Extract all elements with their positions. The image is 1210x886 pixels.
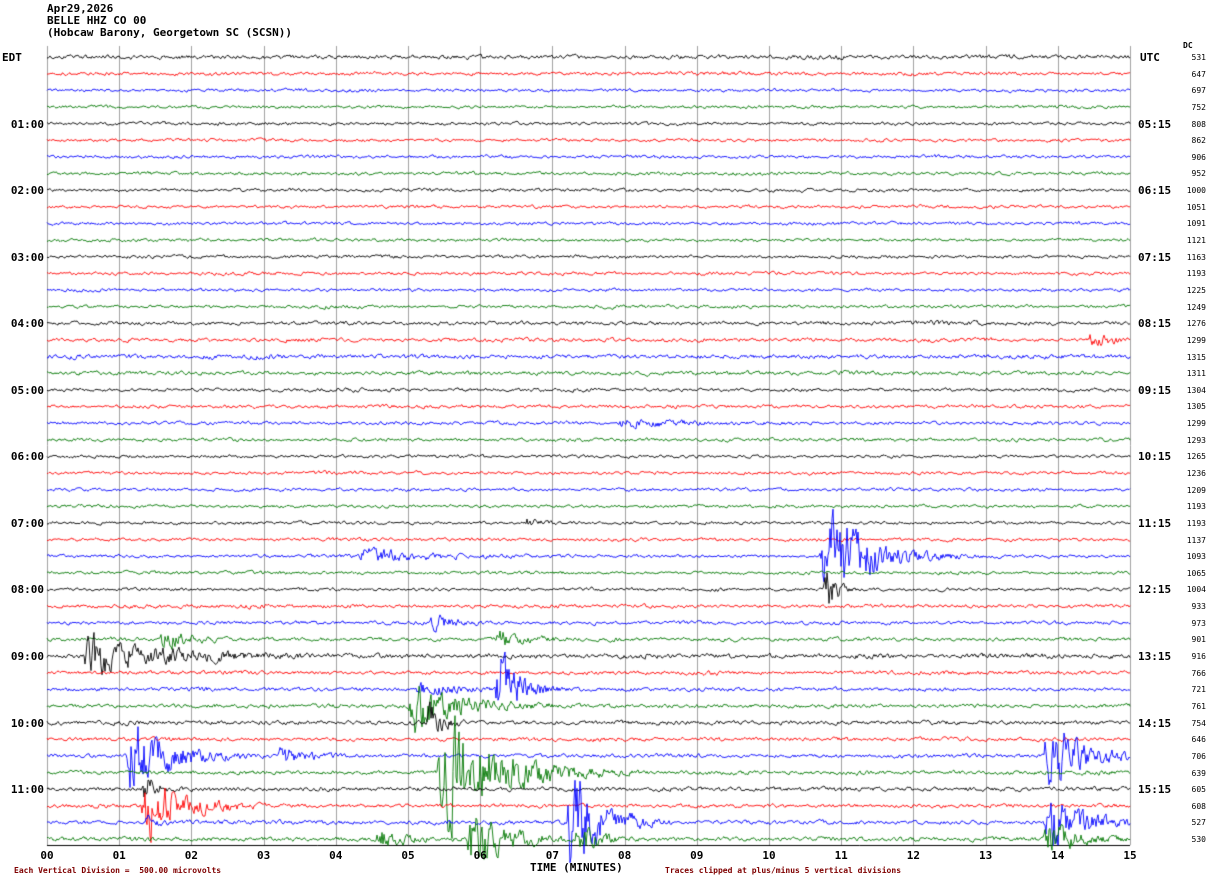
dc-value: 1193 — [1186, 518, 1206, 528]
dc-value: 530 — [1191, 835, 1206, 845]
dc-value: 1311 — [1186, 369, 1206, 379]
utc-time-label: 15:15 — [1138, 783, 1172, 797]
minute-tick-label: 12 — [906, 849, 921, 862]
dc-value: 1193 — [1186, 502, 1206, 512]
minute-tick-label: 06 — [473, 849, 487, 862]
dc-value: 639 — [1191, 768, 1206, 778]
utc-time-label: 08:15 — [1138, 317, 1172, 331]
title-location: (Hobcaw Barony, Georgetown SC (SCSN)) — [47, 26, 293, 39]
utc-time-label: 13:15 — [1138, 650, 1172, 664]
dc-value: 1093 — [1186, 552, 1206, 562]
dc-value: 1236 — [1186, 469, 1206, 478]
hour-label: 06:00 — [10, 450, 44, 464]
minute-tick-label: 11 — [834, 849, 848, 862]
hour-label: 09:00 — [10, 650, 44, 664]
dc-value: 1304 — [1186, 385, 1206, 395]
scale-note: Each Vertical Division = 500.00 microvol… — [14, 866, 222, 875]
dc-value: 933 — [1191, 602, 1206, 612]
hour-label: 07:00 — [10, 516, 44, 530]
hour-label: 05:00 — [10, 383, 44, 397]
minute-tick-label: 14 — [1051, 849, 1065, 862]
minute-tick-label: 05 — [401, 849, 415, 862]
hour-label: 10:00 — [10, 716, 44, 730]
minute-tick-label: 04 — [329, 849, 343, 862]
x-axis-title: TIME (MINUTES) — [530, 861, 623, 874]
dc-value: 531 — [1191, 53, 1206, 62]
dc-value: 952 — [1191, 169, 1206, 179]
dc-value: 1299 — [1186, 335, 1206, 345]
title-station: BELLE HHZ CO 00 — [47, 14, 147, 27]
dc-value: 1249 — [1186, 302, 1206, 312]
dc-value: 1091 — [1186, 219, 1206, 229]
minute-tick-label: 15 — [1123, 849, 1137, 862]
dc-value: 647 — [1191, 69, 1206, 79]
dc-value: 1225 — [1186, 285, 1206, 295]
minute-tick-label: 07 — [545, 849, 560, 862]
utc-time-label: 12:15 — [1138, 583, 1172, 597]
hour-label: 03:00 — [10, 250, 44, 264]
dc-value: 721 — [1191, 685, 1206, 695]
dc-value: 1137 — [1186, 535, 1206, 545]
utc-time-label: 14:15 — [1138, 716, 1172, 730]
hour-label: 08:00 — [10, 583, 44, 597]
dc-value: 608 — [1191, 801, 1206, 811]
utc-time-label: 07:15 — [1138, 250, 1172, 264]
dc-value: 766 — [1191, 668, 1206, 678]
minute-tick-label: 02 — [184, 849, 199, 862]
dc-value: 1299 — [1186, 419, 1206, 429]
clip-note: Traces clipped at plus/minus 5 vertical … — [665, 866, 902, 875]
utc-time-label: 10:15 — [1138, 450, 1172, 464]
dc-value: 973 — [1191, 618, 1206, 628]
dc-value: 1265 — [1186, 452, 1206, 462]
minute-tick-label: 09 — [690, 849, 704, 862]
hour-label: 11:00 — [10, 783, 44, 797]
edt-label: EDT — [2, 51, 22, 64]
hour-label: 01:00 — [10, 117, 44, 131]
dc-value: 646 — [1191, 735, 1206, 745]
utc-time-label: 11:15 — [1138, 516, 1172, 530]
dc-value: 1193 — [1186, 269, 1206, 279]
minute-tick-label: 08 — [617, 849, 632, 862]
minute-tick-label: 01 — [112, 849, 126, 862]
utc-time-label: 06:15 — [1138, 184, 1172, 198]
dc-value: 1163 — [1186, 252, 1206, 262]
hour-label: 02:00 — [10, 184, 44, 198]
dc-value: 1209 — [1186, 485, 1206, 495]
dc-value: 808 — [1191, 119, 1206, 129]
dc-value: 1065 — [1186, 568, 1206, 578]
dc-value: 1051 — [1186, 202, 1206, 212]
minute-tick-label: 10 — [762, 849, 776, 862]
dc-value: 1121 — [1186, 236, 1206, 246]
dc-value: 697 — [1191, 86, 1206, 96]
dc-value: 605 — [1191, 785, 1206, 795]
hour-label: 04:00 — [10, 317, 44, 331]
dc-value: 761 — [1191, 701, 1206, 711]
dc-header: DC — [1183, 41, 1193, 50]
dc-value: 906 — [1191, 152, 1206, 162]
dc-value: 754 — [1191, 718, 1206, 728]
title-date: Apr29,2026 — [47, 2, 114, 15]
dc-value: 1004 — [1186, 585, 1206, 595]
dc-value: 1315 — [1186, 352, 1206, 362]
minute-tick-label: 00 — [40, 849, 54, 862]
dc-value: 1305 — [1186, 402, 1206, 412]
dc-value: 916 — [1191, 652, 1206, 662]
dc-value: 901 — [1191, 635, 1206, 645]
dc-value: 527 — [1191, 818, 1206, 828]
minute-tick-label: 03 — [256, 849, 271, 862]
dc-value: 1000 — [1186, 186, 1206, 196]
dc-value: 862 — [1191, 136, 1206, 146]
dc-value: 706 — [1191, 751, 1206, 761]
utc-time-label: 09:15 — [1138, 383, 1172, 397]
minute-tick-label: 13 — [978, 849, 993, 862]
utc-time-label: 05:15 — [1138, 117, 1172, 131]
dc-value: 752 — [1191, 102, 1206, 112]
utc-label: UTC — [1140, 51, 1160, 64]
dc-value: 1293 — [1186, 435, 1206, 445]
dc-value: 1276 — [1186, 319, 1206, 329]
